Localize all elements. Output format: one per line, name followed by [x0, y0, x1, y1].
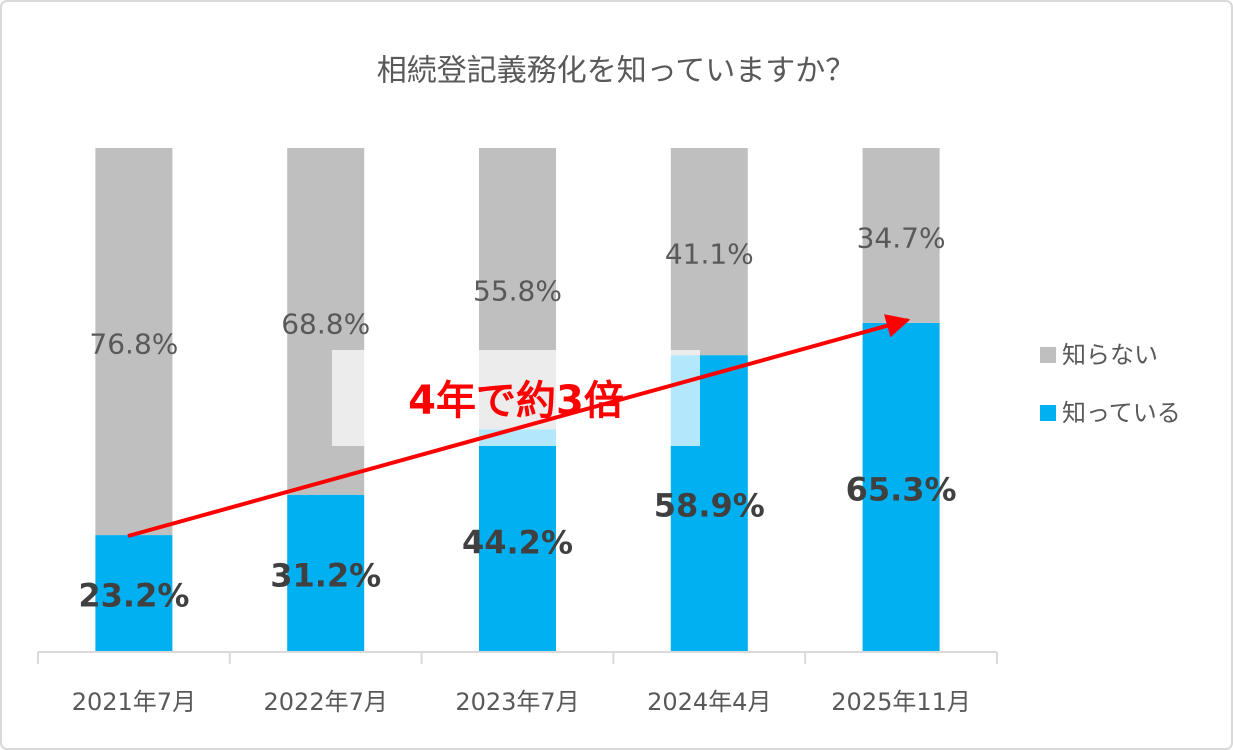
annotation-text: 4年で約3倍: [408, 378, 624, 424]
bar-segment: [287, 494, 365, 652]
x-tick-label: 2021年7月: [72, 688, 196, 716]
data-label: 31.2%: [270, 556, 381, 594]
legend-label: 知らない: [1062, 341, 1158, 369]
data-label: 41.1%: [665, 238, 754, 271]
data-label: 76.8%: [89, 328, 178, 361]
data-label: 65.3%: [846, 470, 957, 508]
x-tick-label: 2024年4月: [647, 688, 771, 716]
x-tick-label: 2022年7月: [264, 688, 388, 716]
chart-title: 相続登記義務化を知っていますか？: [377, 54, 856, 89]
x-tick-label: 2023年7月: [455, 688, 579, 716]
legend-swatch: [1040, 347, 1056, 363]
legend-label: 知っている: [1062, 399, 1181, 427]
x-tick-label: 2025年11月: [831, 688, 971, 716]
bar-segment: [95, 148, 173, 536]
annotation-layer: 4年で約3倍: [127, 314, 911, 538]
data-label: 58.9%: [654, 487, 765, 525]
data-label: 55.8%: [473, 275, 562, 308]
trend-arrow: [127, 314, 911, 538]
bar-segment: [95, 535, 173, 652]
legend-swatch: [1040, 405, 1056, 421]
bar-segment: [862, 322, 940, 652]
bar-segment: [670, 148, 748, 356]
data-label: 34.7%: [857, 221, 946, 254]
data-label: 68.8%: [281, 307, 370, 340]
bar-segment: [862, 148, 940, 323]
bar-segment: [479, 429, 556, 652]
data-label: 44.2%: [462, 524, 573, 562]
data-label: 23.2%: [78, 577, 189, 615]
